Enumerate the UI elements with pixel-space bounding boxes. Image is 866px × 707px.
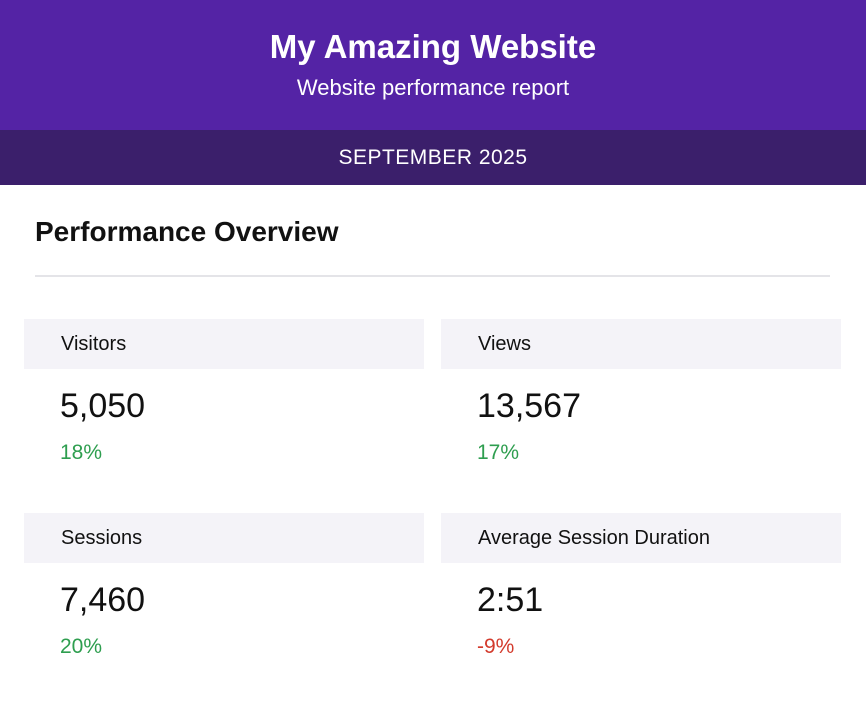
- metric-change: -9%: [477, 635, 515, 658]
- metric-label: Average Session Duration: [441, 513, 841, 563]
- metrics-row: Visitors 5,050 18% Views 13,567 17%: [24, 319, 841, 513]
- metric-label: Views: [441, 319, 841, 369]
- metric-value: 2:51: [477, 581, 544, 619]
- metric-label: Sessions: [24, 513, 424, 563]
- report-subtitle: Website performance report: [296, 75, 570, 100]
- metric-value: 7,460: [60, 581, 146, 619]
- metric-card-avg-session-duration: Average Session Duration 2:51 -9%: [441, 513, 841, 707]
- metric-change: 17%: [477, 441, 520, 464]
- metric-card-sessions: Sessions 7,460 20%: [24, 513, 424, 707]
- metric-value: 5,050: [60, 387, 146, 425]
- site-title: My Amazing Website: [269, 28, 597, 65]
- metric-card-views: Views 13,567 17%: [441, 319, 841, 513]
- metric-change: 20%: [60, 635, 103, 658]
- divider: [35, 275, 830, 277]
- metric-change: 18%: [60, 441, 103, 464]
- report-header: My Amazing Website Website performance r…: [0, 0, 866, 130]
- metric-value: 13,567: [477, 387, 581, 425]
- metric-label: Visitors: [24, 319, 424, 369]
- main-content: Performance Overview: [0, 185, 866, 277]
- metric-card-visitors: Visitors 5,050 18%: [24, 319, 424, 513]
- section-title: Performance Overview: [35, 216, 339, 247]
- metrics-row: Sessions 7,460 20% Average Session Durat…: [24, 513, 841, 707]
- report-period: SEPTEMBER 2025: [0, 130, 866, 185]
- metrics-grid: Visitors 5,050 18% Views 13,567 17% Sess…: [24, 319, 841, 707]
